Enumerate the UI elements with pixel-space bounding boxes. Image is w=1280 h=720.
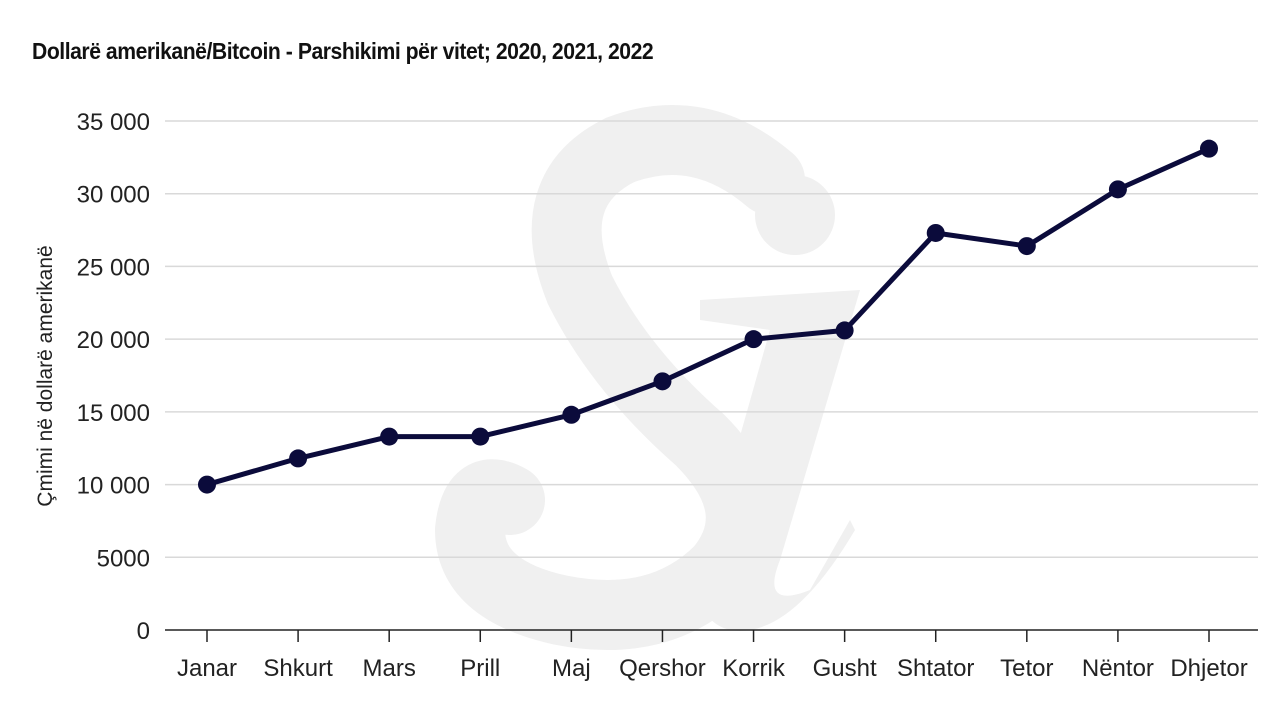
x-tick-label: Mars <box>363 655 416 682</box>
data-point <box>380 427 399 446</box>
x-tick-label: Prill <box>460 655 500 682</box>
x-tick-label: Shtator <box>897 655 974 682</box>
y-tick-label: 15 000 <box>77 400 150 427</box>
data-point <box>1108 180 1127 199</box>
series-line <box>206 146 1211 487</box>
y-tick-label: 5000 <box>97 545 150 572</box>
x-tick-label: Dhjetor <box>1170 655 1247 682</box>
data-point <box>1017 237 1036 256</box>
data-point <box>653 372 672 391</box>
y-tick-label: 30 000 <box>77 182 150 209</box>
chart-title: Dollarë amerikanë/Bitcoin - Parshikimi p… <box>32 38 654 64</box>
y-tick-label: 10 000 <box>77 473 150 500</box>
x-tick-label: Janar <box>177 655 237 682</box>
y-tick-label: 25 000 <box>77 254 150 281</box>
y-axis-label: Çmimi në dollarë amerikanë <box>34 245 57 506</box>
x-tick-label: Tetor <box>1000 655 1053 682</box>
data-point <box>471 427 490 446</box>
watermark-logo <box>434 105 860 650</box>
data-point <box>926 223 945 242</box>
data-point <box>198 475 216 494</box>
data-point <box>562 405 581 424</box>
y-tick-label: 20 000 <box>77 327 150 354</box>
x-tick-label: Maj <box>552 655 591 682</box>
x-tick-label: Gusht <box>813 655 877 682</box>
x-tick-label: Shkurt <box>263 655 333 682</box>
data-point <box>835 321 854 340</box>
x-tick-label: Qershor <box>619 655 706 682</box>
y-tick-label: 0 <box>137 618 150 645</box>
watermark-i-stem <box>700 290 860 631</box>
x-tick-label: Nëntor <box>1082 655 1154 682</box>
data-point <box>744 330 763 349</box>
data-point <box>289 449 308 468</box>
watermark-s-shape <box>434 105 805 650</box>
y-tick-label: 35 000 <box>77 109 150 136</box>
x-tick-label: Korrik <box>722 655 786 682</box>
watermark-i-dot <box>755 175 835 255</box>
data-point <box>1200 139 1218 158</box>
